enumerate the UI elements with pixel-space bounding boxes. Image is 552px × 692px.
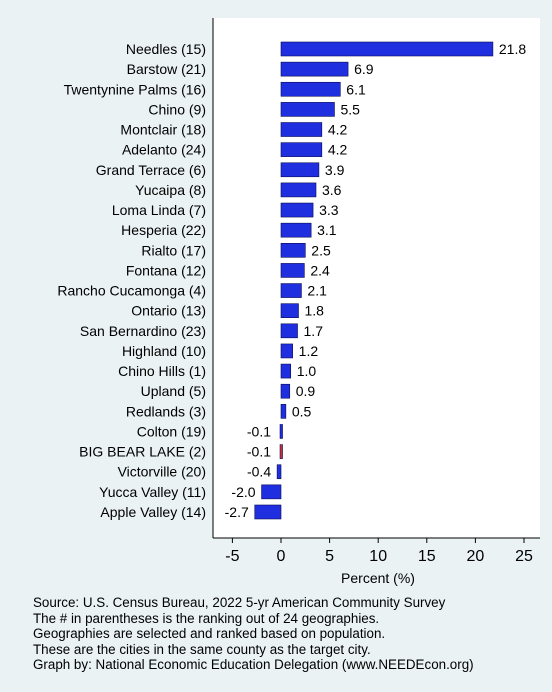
category-label: Victorville (20) — [118, 464, 206, 480]
category-label: Needles (15) — [126, 41, 206, 57]
category-label: Montclair (18) — [120, 122, 206, 138]
value-label: 1.8 — [304, 303, 324, 319]
value-label: -0.1 — [247, 444, 271, 460]
value-label: 1.0 — [297, 363, 317, 379]
category-label: Highland (10) — [122, 343, 206, 359]
value-label: 1.2 — [299, 343, 319, 359]
category-label: Chino (9) — [148, 101, 206, 117]
bar — [281, 344, 293, 358]
x-tick-label: 10 — [369, 548, 387, 565]
bar — [281, 183, 316, 197]
source-note: Source: U.S. Census Bureau, 2022 5-yr Am… — [33, 595, 474, 611]
value-label: 5.5 — [340, 101, 360, 117]
value-label: 2.4 — [310, 262, 330, 278]
bar — [281, 163, 319, 177]
value-label: 3.6 — [322, 182, 342, 198]
category-label: Loma Linda (7) — [112, 202, 206, 218]
ranking-note: The # in parentheses is the ranking out … — [33, 611, 474, 627]
x-tick-label: 0 — [277, 548, 286, 565]
value-label: 4.2 — [328, 122, 348, 138]
x-tick-label: 15 — [418, 548, 436, 565]
value-label: 6.1 — [346, 81, 366, 97]
credit-note: Graph by: National Economic Education De… — [33, 657, 474, 673]
category-label: Yucca Valley (11) — [99, 484, 206, 500]
county-note: These are the cities in the same county … — [33, 642, 474, 658]
x-tick-label: -5 — [225, 548, 239, 565]
category-label: Rialto (17) — [141, 242, 206, 258]
x-tick-label: 5 — [325, 548, 334, 565]
category-label: San Bernardino (23) — [80, 323, 206, 339]
value-label: 0.5 — [292, 403, 312, 419]
bar — [255, 505, 281, 519]
category-label: BIG BEAR LAKE (2) — [79, 444, 206, 460]
bar — [281, 284, 301, 298]
chart-notes: Source: U.S. Census Bureau, 2022 5-yr Am… — [33, 595, 474, 673]
bar — [281, 304, 298, 318]
bar — [280, 445, 283, 459]
category-label: Hesperia (22) — [121, 222, 206, 238]
bar — [281, 102, 334, 116]
value-label: 2.1 — [307, 283, 327, 299]
bar — [281, 123, 322, 137]
bar — [281, 143, 322, 157]
bar — [281, 203, 313, 217]
bar — [281, 82, 340, 96]
value-label: 3.3 — [319, 202, 339, 218]
x-tick-label: 20 — [467, 548, 485, 565]
value-label: -2.7 — [225, 504, 249, 520]
value-label: 0.9 — [296, 383, 316, 399]
category-label: Adelanto (24) — [122, 142, 206, 158]
category-label: Fontana (12) — [126, 262, 206, 278]
category-label: Grand Terrace (6) — [96, 162, 206, 178]
value-label: -0.4 — [247, 464, 271, 480]
bar — [281, 324, 298, 338]
bar — [281, 384, 290, 398]
bar — [281, 364, 291, 378]
category-label: Apple Valley (14) — [100, 504, 206, 520]
value-label: 6.9 — [354, 61, 374, 77]
value-label: -2.0 — [231, 484, 255, 500]
category-label: Redlands (3) — [126, 403, 206, 419]
bar — [281, 263, 304, 277]
x-axis: -5 0 5 10 15 20 25 — [225, 538, 533, 565]
bar — [281, 42, 493, 56]
category-label: Rancho Cucamonga (4) — [57, 283, 206, 299]
value-label: 2.5 — [311, 242, 331, 258]
bar — [281, 243, 305, 257]
value-label: 1.7 — [304, 323, 324, 339]
bar — [280, 424, 283, 438]
value-label: 3.9 — [325, 162, 345, 178]
value-label: -0.1 — [247, 423, 271, 439]
category-label: Yucaipa (8) — [135, 182, 206, 198]
category-label: Barstow (21) — [127, 61, 206, 77]
bar — [281, 223, 311, 237]
plot-area — [213, 18, 540, 538]
category-label: Colton (19) — [137, 423, 206, 439]
category-label: Upland (5) — [141, 383, 206, 399]
category-label: Ontario (13) — [131, 303, 206, 319]
category-label: Twentynine Palms (16) — [64, 81, 206, 97]
bar — [281, 404, 286, 418]
value-label: 21.8 — [499, 41, 526, 57]
value-label: 3.1 — [317, 222, 337, 238]
x-tick-label: 25 — [515, 548, 533, 565]
value-label: 4.2 — [328, 142, 348, 158]
selection-note: Geographies are selected and ranked base… — [33, 626, 474, 642]
bar — [281, 62, 348, 76]
category-label: Chino Hills (1) — [118, 363, 206, 379]
bar — [262, 485, 281, 499]
bar — [277, 465, 281, 479]
x-axis-label: Percent (%) — [341, 570, 415, 586]
